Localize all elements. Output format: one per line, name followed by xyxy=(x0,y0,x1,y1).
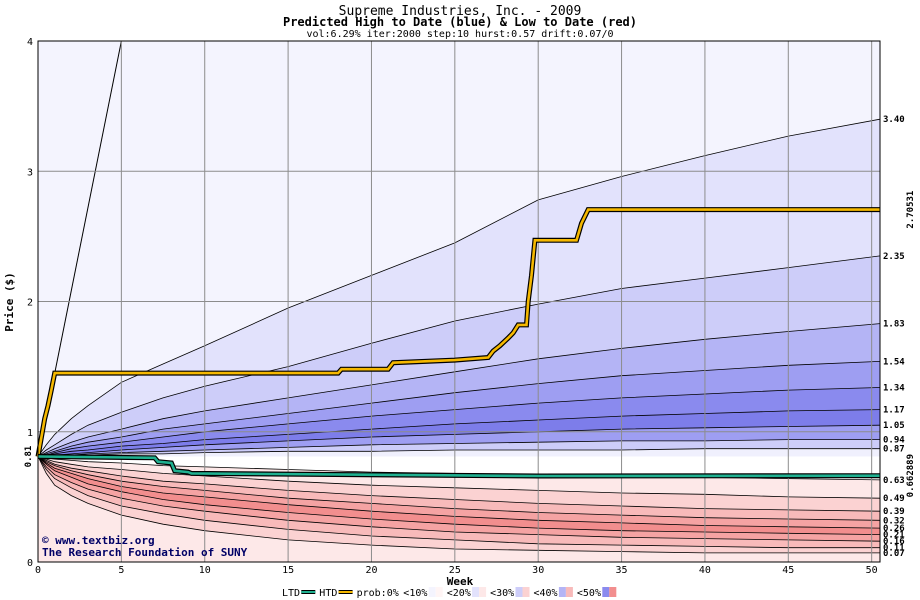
quantile-end-label: 3.40 xyxy=(883,115,905,125)
quantile-end-label: 2.35 xyxy=(883,252,905,262)
high-quantile-line xyxy=(37,323,881,457)
quantile-end-label: 0.87 xyxy=(883,445,905,455)
legend-swatch xyxy=(472,587,480,597)
y-tick-label: 2 xyxy=(27,298,33,309)
chart-parameters: vol:6.29% iter:2000 step:10 hurst:0.57 d… xyxy=(306,29,613,40)
low-quantile-line xyxy=(37,456,881,529)
low-probability-band xyxy=(38,456,880,521)
legend-swatch xyxy=(479,587,487,597)
low-quantile-line xyxy=(37,456,881,521)
credit-site: © www.textbiz.org xyxy=(42,534,155,547)
legend-label: <50% xyxy=(577,588,601,599)
chart-title: Supreme Industries, Inc. - 2009 xyxy=(339,4,582,19)
legend-swatch xyxy=(515,587,523,597)
legend-label: HTD xyxy=(319,588,337,599)
y-tick-label: 4 xyxy=(27,37,33,48)
low-probability-band xyxy=(38,456,880,512)
legend-label: <30% xyxy=(490,588,514,599)
x-axis-label: Week xyxy=(447,575,474,588)
low-quantile-line xyxy=(37,456,880,549)
y-tick-label: 3 xyxy=(27,167,33,178)
x-tick-label: 50 xyxy=(866,565,878,576)
quantile-end-label: 0.63 xyxy=(883,476,905,486)
legend-swatch xyxy=(602,587,610,597)
legend-label: prob:0% xyxy=(357,588,399,599)
quantile-end-label: 1.34 xyxy=(883,383,905,393)
x-tick-label: 0 xyxy=(35,565,41,576)
legend-label: <20% xyxy=(447,588,471,599)
high-probability-band xyxy=(38,448,880,457)
x-tick-label: 35 xyxy=(616,565,628,576)
low-probability-band xyxy=(38,456,880,535)
low-probability-band xyxy=(38,456,880,529)
credit-organization: The Research Foundation of SUNY xyxy=(42,546,248,559)
legend: LTD HTD prob:0% <10% <20% <30% <40% <50% xyxy=(282,587,617,599)
x-tick-label: 5 xyxy=(118,565,124,576)
high-probability-band xyxy=(38,41,880,457)
high-quantile-line xyxy=(37,255,881,457)
quantile-end-label: 0.16 xyxy=(883,537,905,547)
high-quantile-line xyxy=(37,118,881,457)
htd-value-label: 2.70531 xyxy=(906,191,916,229)
low-quantile-line xyxy=(37,456,881,512)
legend-label: <40% xyxy=(534,588,558,599)
y-tick-label: 0 xyxy=(27,558,33,569)
x-tick-label: 10 xyxy=(199,565,211,576)
x-tick-label: 40 xyxy=(699,565,711,576)
plot-area: 0 5 10 15 20 25 30 35 40 45 50 0 1 2 3 4 0.81 3.40 2.35 1.8… xyxy=(24,37,916,576)
legend-swatch xyxy=(558,587,566,597)
legend-swatch xyxy=(565,587,573,597)
quantile-end-label: 1.54 xyxy=(883,357,905,367)
ltd-line xyxy=(37,455,881,478)
low-quantile-line xyxy=(37,456,881,535)
high-probability-band xyxy=(38,387,880,457)
legend-swatch xyxy=(522,587,530,597)
x-tick-label: 45 xyxy=(782,565,794,576)
x-tick-label: 15 xyxy=(282,565,294,576)
quantile-end-label: 0.11 xyxy=(883,544,905,554)
high-probability-band xyxy=(38,323,880,457)
legend-swatch xyxy=(435,587,443,597)
low-probability-band xyxy=(38,456,880,553)
start-price-label: 0.81 xyxy=(24,446,34,468)
low-quantile-line xyxy=(37,456,881,499)
high-quantile-line xyxy=(37,409,881,457)
high-quantile-line xyxy=(37,361,881,457)
legend-label: LTD xyxy=(282,588,300,599)
quantile-end-label: 0.21 xyxy=(883,531,905,541)
y-tick-label: 1 xyxy=(27,428,33,439)
quantile-end-label: 1.17 xyxy=(883,406,905,416)
high-quantile-line xyxy=(37,387,881,457)
quantile-end-label: 0.32 xyxy=(883,516,905,526)
quantile-end-label: 1.05 xyxy=(883,421,905,431)
low-quantile-line xyxy=(37,456,880,554)
htd-line xyxy=(36,208,880,457)
high-probability-band xyxy=(38,255,880,457)
high-probability-band xyxy=(38,425,880,457)
quantile-end-label: 0.94 xyxy=(883,436,905,446)
quantile-end-label: 0.49 xyxy=(883,494,905,504)
plot-frame xyxy=(37,40,881,563)
quantile-end-label: 0.07 xyxy=(883,549,905,559)
x-tick-label: 20 xyxy=(365,565,377,576)
x-tick-label: 25 xyxy=(449,565,461,576)
low-quantile-line xyxy=(37,456,881,542)
chart-subtitle: Predicted High to Date (blue) & Low to D… xyxy=(283,15,637,29)
high-probability-band xyxy=(38,409,880,457)
quantile-end-label: 0.26 xyxy=(883,524,905,534)
legend-label: <10% xyxy=(403,588,427,599)
y-axis-label: Price ($) xyxy=(3,272,16,332)
quantile-end-label: 0.39 xyxy=(883,507,905,517)
ltd-value-label: 0.662889 xyxy=(906,454,916,497)
quantile-end-label: 1.83 xyxy=(883,320,905,330)
high-probability-band xyxy=(38,439,880,457)
legend-swatch xyxy=(428,587,436,597)
x-tick-label: 30 xyxy=(532,565,544,576)
legend-swatch xyxy=(609,587,617,597)
